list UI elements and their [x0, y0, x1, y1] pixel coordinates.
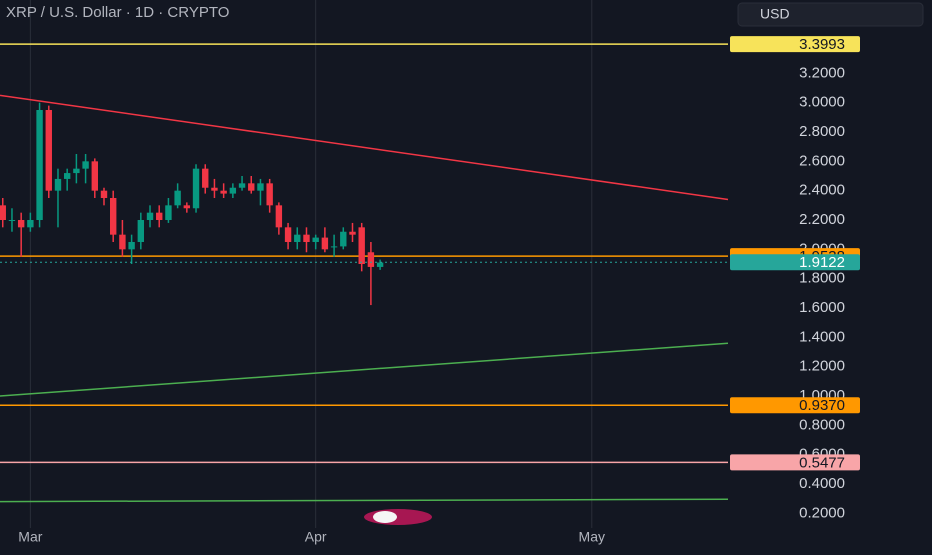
price-label: 3.3993 [799, 36, 845, 53]
candle-body [128, 242, 135, 250]
candle-body [8, 220, 16, 221]
candle-body [137, 220, 145, 242]
candle-body [340, 231, 347, 247]
candle-body [257, 183, 264, 191]
candle-body [266, 183, 273, 206]
candle-body [100, 190, 108, 198]
candle-body [156, 212, 163, 220]
candle-body [17, 220, 25, 228]
currency-label[interactable]: USD [760, 6, 790, 22]
candle-body [220, 190, 227, 194]
trendline [0, 94, 729, 201]
candle-body [294, 234, 301, 242]
candle-body [165, 205, 172, 220]
y-tick-label: 2.4000 [799, 182, 845, 199]
plot: Mar Apr May0.20000.40000.60000.80001.00001… [0, 0, 845, 545]
candle-body [73, 168, 80, 174]
price-label-box [730, 36, 860, 53]
trendline [0, 342, 729, 397]
candle-body [211, 187, 218, 191]
y-tick-label: 2.8000 [799, 123, 845, 140]
x-tick-label: Apr [305, 529, 327, 545]
y-tick-label: 2.6000 [799, 152, 845, 169]
price-label: 0.9370 [799, 397, 845, 414]
price-label-box [730, 454, 860, 471]
y-tick-label: 3.2000 [799, 64, 845, 81]
candle-body [284, 227, 292, 242]
candle-body [146, 212, 154, 220]
candle-body [376, 262, 384, 267]
candle-body [82, 161, 89, 169]
candle-body [63, 173, 71, 179]
candle-body [54, 178, 62, 191]
candle-body [174, 190, 181, 206]
trendline [0, 498, 729, 503]
candle-body [303, 234, 310, 242]
candle-body [183, 205, 191, 209]
event-icon[interactable] [364, 509, 432, 525]
y-tick-label: 0.4000 [799, 475, 845, 492]
y-tick-label: 1.2000 [799, 358, 845, 375]
candle-body [248, 183, 255, 191]
price-label: 1.9122 [799, 254, 845, 271]
price-label: 0.5477 [799, 454, 845, 471]
candle-body [349, 231, 356, 235]
y-tick-label: 2.2000 [799, 211, 845, 228]
candle-body [358, 227, 365, 264]
candle-body [36, 110, 43, 220]
candle-body [91, 161, 98, 191]
y-tick-label: 1.8000 [799, 270, 845, 287]
candle-body [110, 198, 117, 235]
y-tick-label: 0.2000 [799, 504, 845, 521]
candle-body [192, 168, 200, 209]
y-tick-label: 1.4000 [799, 328, 845, 345]
y-tick-label: 0.8000 [799, 416, 845, 433]
currency-button[interactable] [737, 2, 924, 27]
candle-body [312, 237, 319, 242]
y-tick-label: 3.0000 [799, 94, 845, 111]
price-label-box [730, 254, 860, 271]
x-tick-label: Mar [18, 529, 42, 545]
candle-body [119, 234, 126, 250]
candle-body [321, 237, 329, 250]
candle-body [367, 252, 375, 267]
candle-body [238, 183, 246, 188]
candle-body [330, 246, 338, 248]
candle-body [202, 168, 209, 188]
candle-body [229, 187, 237, 194]
candle-body [27, 220, 34, 228]
price-label-box [730, 397, 860, 414]
chart-title: XRP / U.S. Dollar · 1D · CRYPTO [6, 4, 229, 21]
candle-body [275, 205, 283, 228]
candle-body [45, 110, 52, 191]
candle-body [0, 205, 6, 220]
y-tick-label: 1.6000 [799, 299, 845, 316]
x-tick-label: May [579, 529, 605, 545]
